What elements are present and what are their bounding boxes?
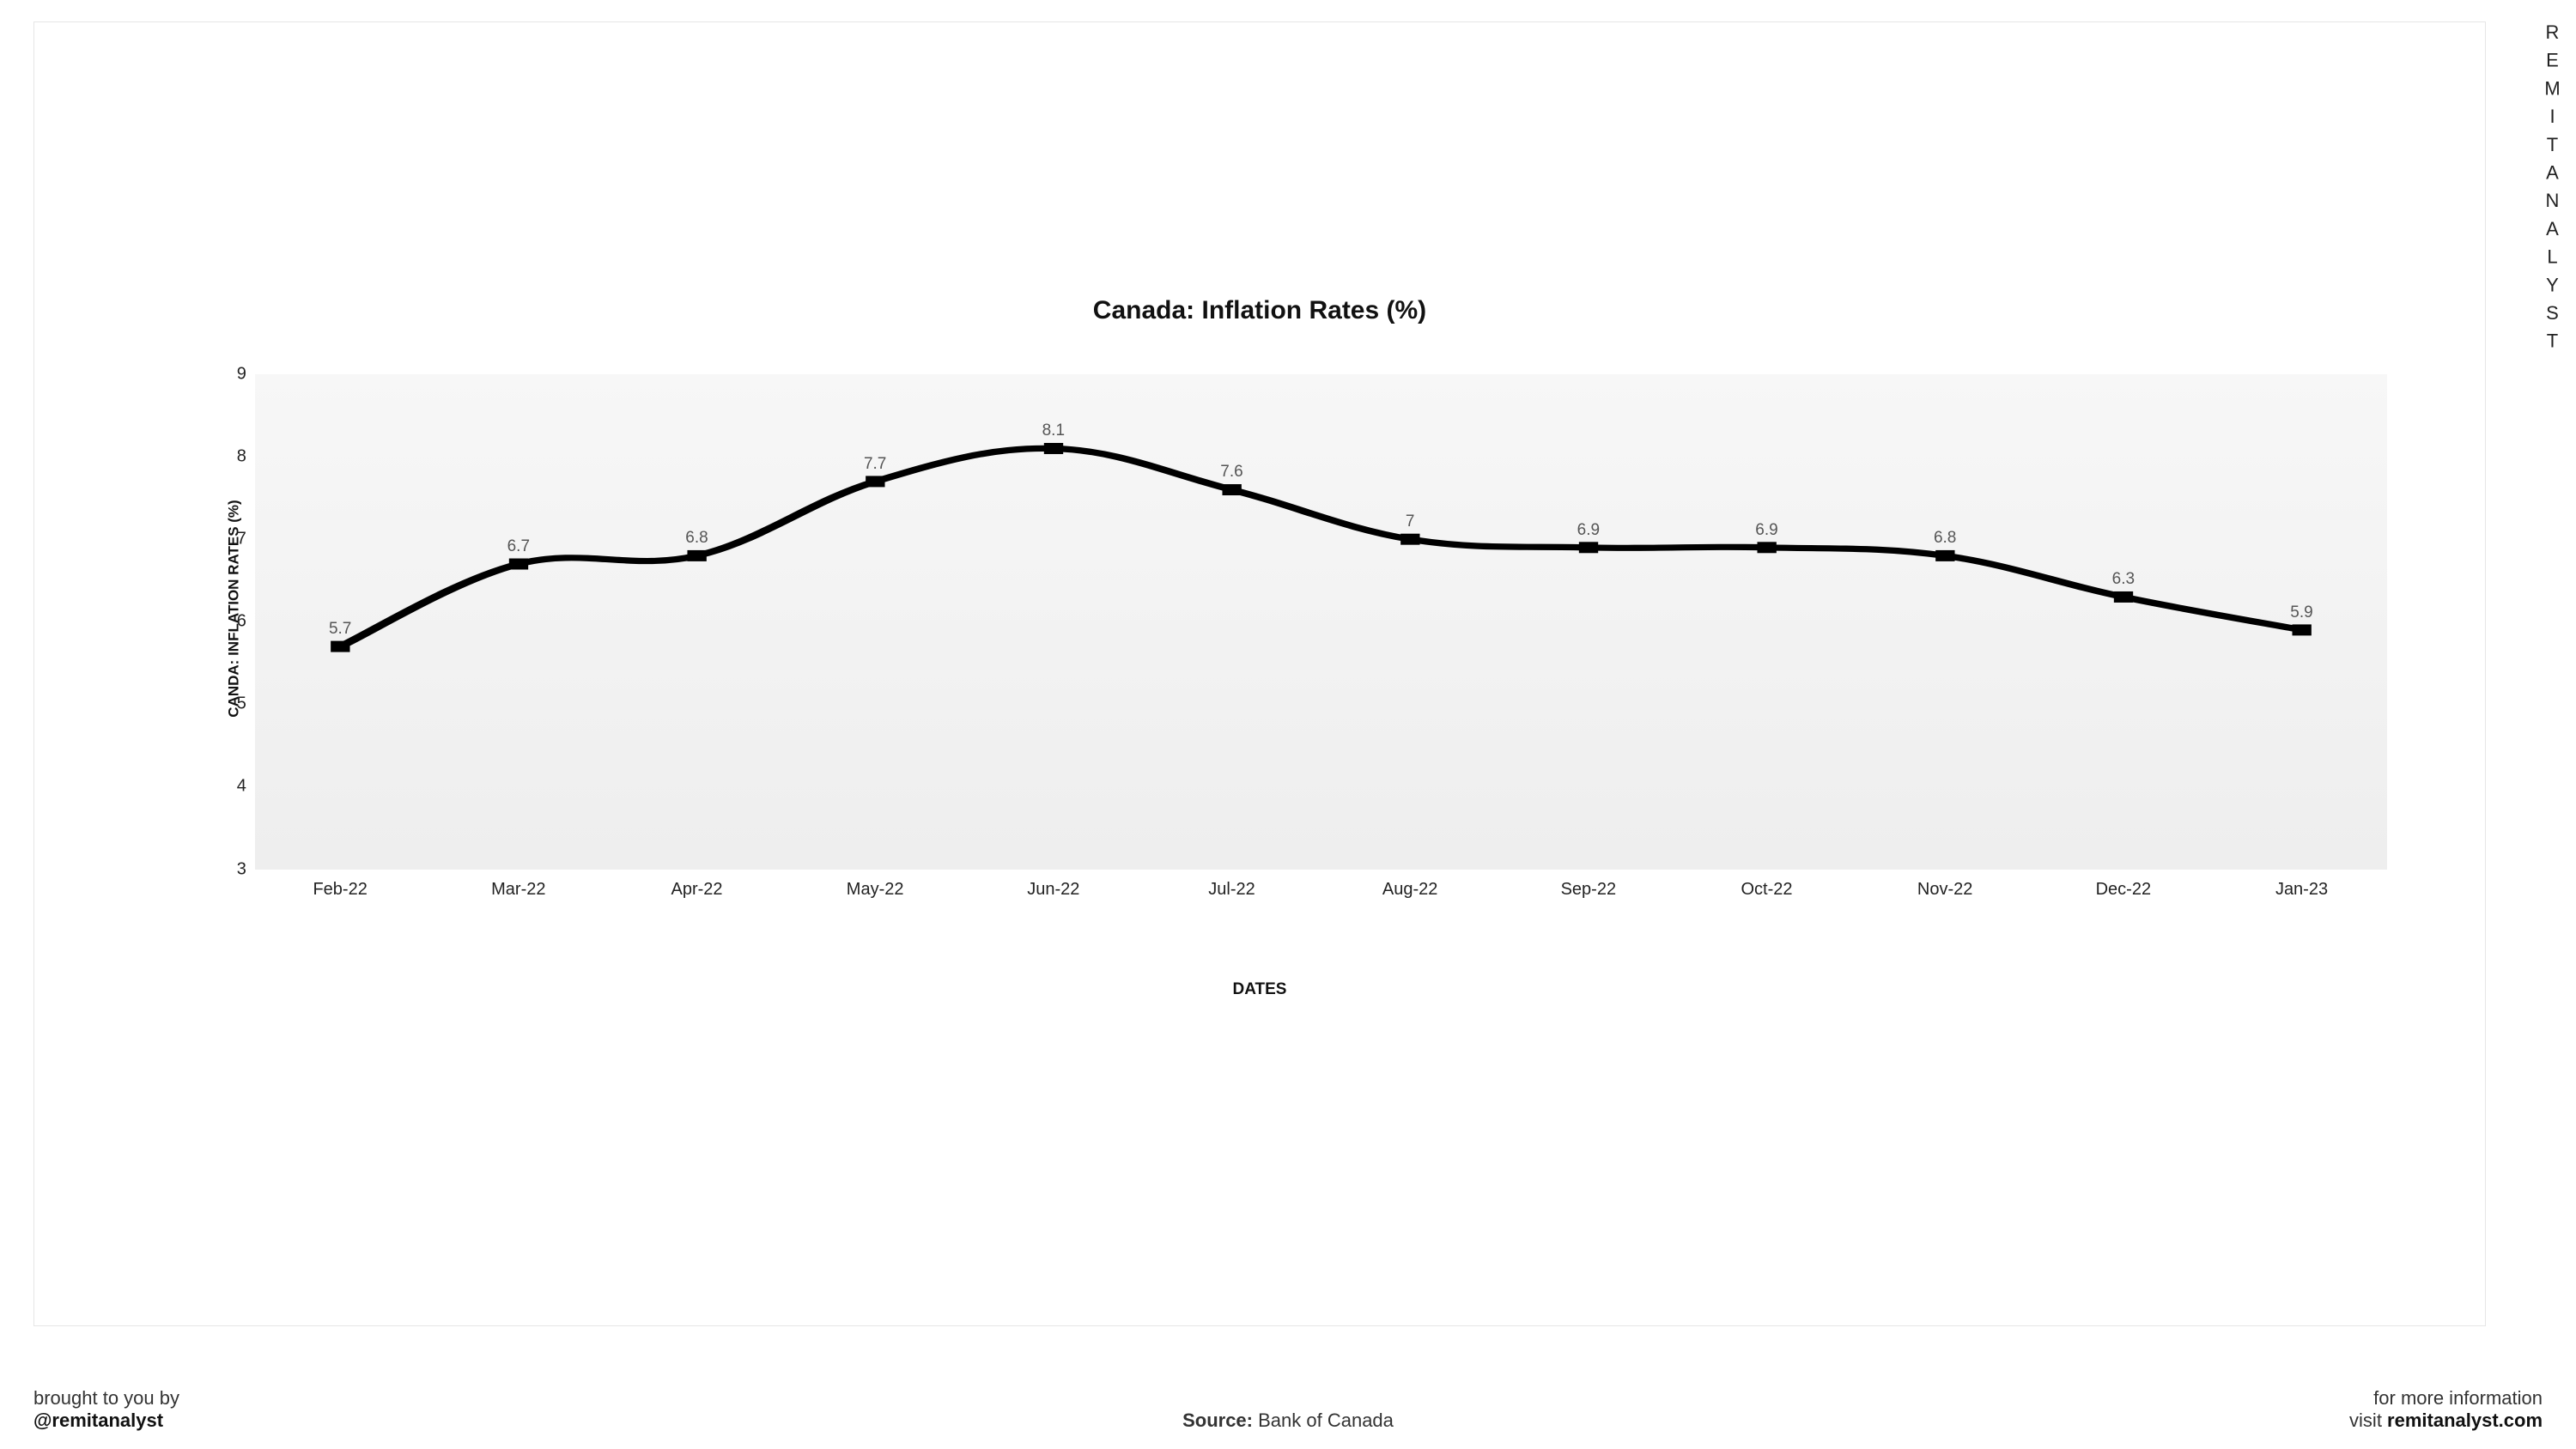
data-marker (866, 476, 884, 487)
x-tick-label: Aug-22 (1382, 870, 1438, 900)
footer: brought to you by @remitanalyst Source: … (33, 1387, 2543, 1432)
data-marker (687, 550, 706, 561)
y-tick-label: 4 (237, 777, 255, 797)
data-marker (2292, 624, 2311, 635)
footer-left: brought to you by @remitanalyst (33, 1387, 179, 1432)
x-tick-label: Mar-22 (491, 870, 545, 900)
data-label: 5.9 (2290, 603, 2312, 622)
watermark-text: REMITANALYST (2541, 21, 2563, 358)
y-tick-label: 9 (237, 364, 255, 384)
footer-visit-prefix: visit (2349, 1410, 2387, 1431)
footer-source: Source: Bank of Canada (33, 1410, 2543, 1432)
x-axis-title: DATES (34, 980, 2485, 999)
data-marker (1044, 443, 1063, 454)
data-label: 7.6 (1220, 464, 1242, 482)
footer-more-info: for more information (2349, 1387, 2543, 1410)
plot-area: 3456789Feb-22Mar-22Apr-22May-22Jun-22Jul… (255, 374, 2387, 870)
data-label: 6.8 (685, 530, 708, 549)
data-label: 7.7 (864, 455, 886, 474)
footer-handle: @remitanalyst (33, 1410, 179, 1432)
data-label: 6.9 (1577, 521, 1600, 540)
data-label: 6.9 (1755, 521, 1777, 540)
x-tick-label: Dec-22 (2096, 870, 2151, 900)
x-tick-label: Jun-22 (1027, 870, 1079, 900)
x-tick-label: Jul-22 (1208, 870, 1255, 900)
footer-visit: visit remitanalyst.com (2349, 1410, 2543, 1432)
x-tick-label: Apr-22 (671, 870, 722, 900)
data-label: 6.8 (1934, 530, 1956, 549)
x-tick-label: Nov-22 (1917, 870, 1972, 900)
data-marker (1222, 484, 1241, 495)
y-tick-label: 5 (237, 694, 255, 714)
x-tick-label: May-22 (847, 870, 904, 900)
line-chart-svg (255, 374, 2387, 870)
footer-brought-by: brought to you by (33, 1387, 179, 1410)
footer-right: for more information visit remitanalyst.… (2349, 1387, 2543, 1432)
data-label: 8.1 (1042, 422, 1065, 441)
data-marker (1757, 542, 1776, 553)
data-markers (331, 443, 2312, 652)
data-label: 7 (1406, 512, 1415, 531)
x-tick-label: Feb-22 (313, 870, 367, 900)
x-tick-label: Oct-22 (1741, 870, 1793, 900)
data-marker (331, 641, 349, 652)
x-tick-label: Sep-22 (1561, 870, 1617, 900)
data-marker (2114, 591, 2133, 603)
y-tick-label: 7 (237, 530, 255, 549)
data-marker (1935, 550, 1954, 561)
data-marker (1579, 542, 1598, 553)
chart-title: Canada: Inflation Rates (%) (34, 296, 2485, 325)
data-label: 5.7 (329, 620, 351, 639)
y-tick-label: 6 (237, 612, 255, 632)
footer-site: remitanalyst.com (2387, 1410, 2543, 1431)
data-marker (509, 558, 528, 569)
y-tick-label: 8 (237, 447, 255, 467)
data-marker (1400, 534, 1419, 545)
x-tick-label: Jan-23 (2275, 870, 2328, 900)
source-value: Bank of Canada (1258, 1410, 1394, 1431)
data-label: 6.3 (2112, 571, 2135, 590)
inflation-line (340, 448, 2301, 646)
chart-frame: Canada: Inflation Rates (%) CANDA: INFLA… (33, 21, 2486, 1325)
data-label: 6.7 (507, 537, 530, 556)
y-tick-label: 3 (237, 859, 255, 879)
chart-card: Canada: Inflation Rates (%) CANDA: INFLA… (0, 0, 2576, 1449)
source-label: Source: (1182, 1410, 1253, 1431)
